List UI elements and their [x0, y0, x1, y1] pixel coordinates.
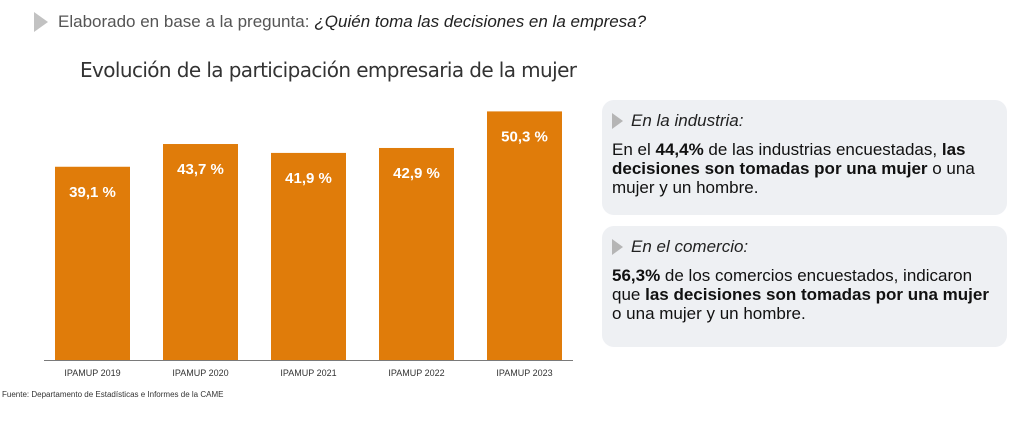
commerce-highlight-decision: las decisiones son tomadas por una mujer — [645, 285, 989, 304]
industry-text-3: o una mujer y un hombre. — [612, 159, 975, 197]
industry-highlight-decision: las decisiones son tomadas por una mujer — [612, 140, 966, 178]
bar-value-label-4: 50,3 % — [501, 128, 548, 145]
commerce-arrow-icon — [612, 239, 623, 255]
x-tick-label-2: IPAMUP 2021 — [280, 368, 336, 378]
bar-2 — [271, 152, 346, 360]
header-note: Elaborado en base a la pregunta: ¿Quién … — [34, 10, 646, 34]
bar-1 — [163, 144, 238, 360]
bar-0 — [55, 166, 130, 360]
header-question: ¿Quién toma las decisiones en la empresa… — [314, 12, 647, 31]
commerce-highlight-percent: 56,3% — [612, 266, 661, 285]
bar-3 — [379, 147, 454, 360]
industry-text-2: de las industrias encuestadas, — [703, 140, 942, 159]
bar-value-label-2: 41,9 % — [285, 170, 332, 187]
bar-value-label-3: 42,9 % — [393, 165, 440, 182]
x-tick-label-4: IPAMUP 2023 — [496, 368, 552, 378]
source-note: Fuente: Departamento de Estadísticas e I… — [2, 390, 224, 399]
industry-highlight-percent: 44,4% — [655, 140, 704, 159]
industry-title: En la industria: — [631, 111, 744, 130]
x-tick-label-3: IPAMUP 2022 — [388, 368, 444, 378]
industry-info-box: En la industria: En el 44,4% de las indu… — [602, 100, 1007, 215]
x-tick-label-0: IPAMUP 2019 — [64, 368, 120, 378]
commerce-info-box: En el comercio: 56,3% de los comercios e… — [602, 226, 1007, 347]
industry-text-1: En el — [612, 140, 656, 159]
bar-chart: 39,1 % IPAMUP 2019 43,7 % IPAMUP 2020 41,9 %… — [44, 111, 573, 378]
industry-heading: En la industria: — [612, 110, 995, 132]
industry-text: En el 44,4% de las industrias encuestada… — [612, 140, 995, 197]
bar-4 — [487, 111, 562, 361]
header-arrow-icon — [34, 12, 48, 32]
commerce-heading: En el comercio: — [612, 236, 995, 258]
commerce-text: 56,3% de los comercios encuestados, indi… — [612, 266, 995, 323]
commerce-text-1: de los comercios encuestados, indicaron … — [612, 266, 973, 304]
commerce-text-2: o una mujer y un hombre. — [612, 304, 806, 323]
x-tick-label-1: IPAMUP 2020 — [172, 368, 228, 378]
industry-arrow-icon — [612, 113, 623, 129]
header-prefix: Elaborado en base a la pregunta: — [58, 12, 310, 31]
commerce-title: En el comercio: — [631, 237, 749, 256]
bar-value-label-1: 43,7 % — [177, 161, 224, 178]
chart-title: Evolución de la participación empresaria… — [80, 58, 577, 82]
bar-value-label-0: 39,1 % — [69, 184, 116, 201]
